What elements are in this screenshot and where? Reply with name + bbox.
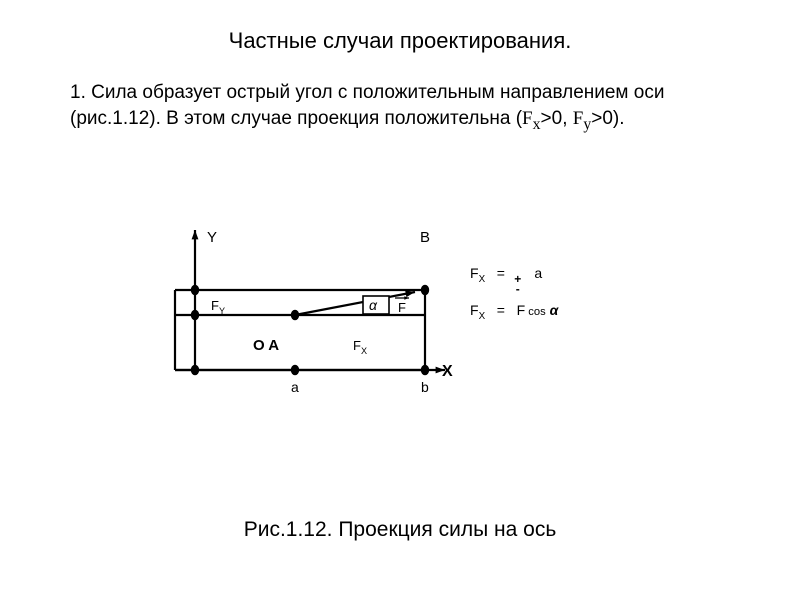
diagram-label: b [421,379,429,395]
diagram-label: α [369,297,378,313]
diagram-label: F [398,300,406,315]
gt0a: >0, [541,108,573,129]
description-paragraph: 1. Сила образует острый угол с положител… [70,80,730,135]
gt0b: >0). [591,108,624,129]
fy-var: Fy [573,108,592,129]
diagram-label: X [442,363,453,380]
diagram-label: FY [211,298,225,316]
formula-block: FX = +- a FX = F cos α [470,262,558,325]
projection-diagram: Y B FY O A FX Xa b α F [145,230,665,450]
diagram-label: B [420,230,430,246]
page-title: Частные случаи проектирования. [0,28,800,54]
diagram-label: Y [207,230,217,246]
diagram-label: O A [253,337,279,354]
formula-row-1: FX = +- a [470,262,558,287]
diagram-label: a [291,379,299,395]
fx-var: Fx [522,108,541,129]
formula-row-2: FX = F cos α [470,299,558,324]
diagram-label: FX [353,338,367,356]
figure-caption: Рис.1.12. Проекция силы на ось [0,518,800,542]
